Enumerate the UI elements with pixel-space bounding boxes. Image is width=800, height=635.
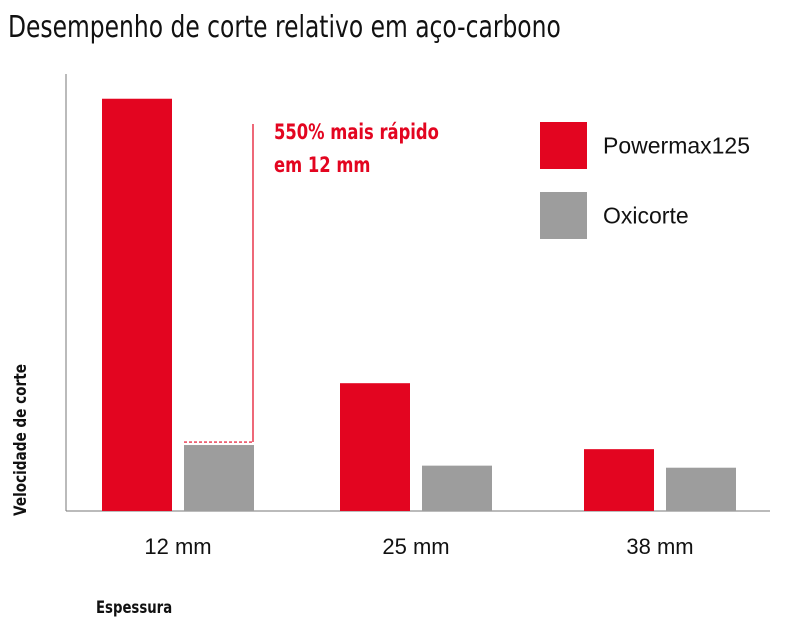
legend-label-powermax125: Powermax125: [603, 133, 750, 159]
x-axis-label: Espessura: [96, 598, 173, 618]
x-tick-label: 12 mm: [144, 534, 211, 559]
bar-powermax125-1: [102, 98, 172, 512]
annotation-text-line-1: 550% mais rápido: [274, 121, 439, 144]
x-tick-label: 25 mm: [382, 534, 449, 559]
bar-powermax125-3: [584, 449, 654, 511]
legend-swatch-powermax125: [540, 122, 587, 169]
bar-powermax125-2: [340, 383, 410, 511]
legend-label-oxicorte: Oxicorte: [603, 203, 689, 229]
annotation-text-line-2: em 12 mm: [274, 154, 370, 177]
legend-swatch-oxicorte: [540, 192, 587, 239]
bar-oxicorte-2: [422, 465, 492, 511]
bar-oxicorte-3: [666, 467, 736, 511]
chart-title: Desempenho de corte relativo em aço-carb…: [8, 10, 561, 45]
x-tick-label: 38 mm: [626, 534, 693, 559]
bar-oxicorte-1: [184, 445, 254, 511]
